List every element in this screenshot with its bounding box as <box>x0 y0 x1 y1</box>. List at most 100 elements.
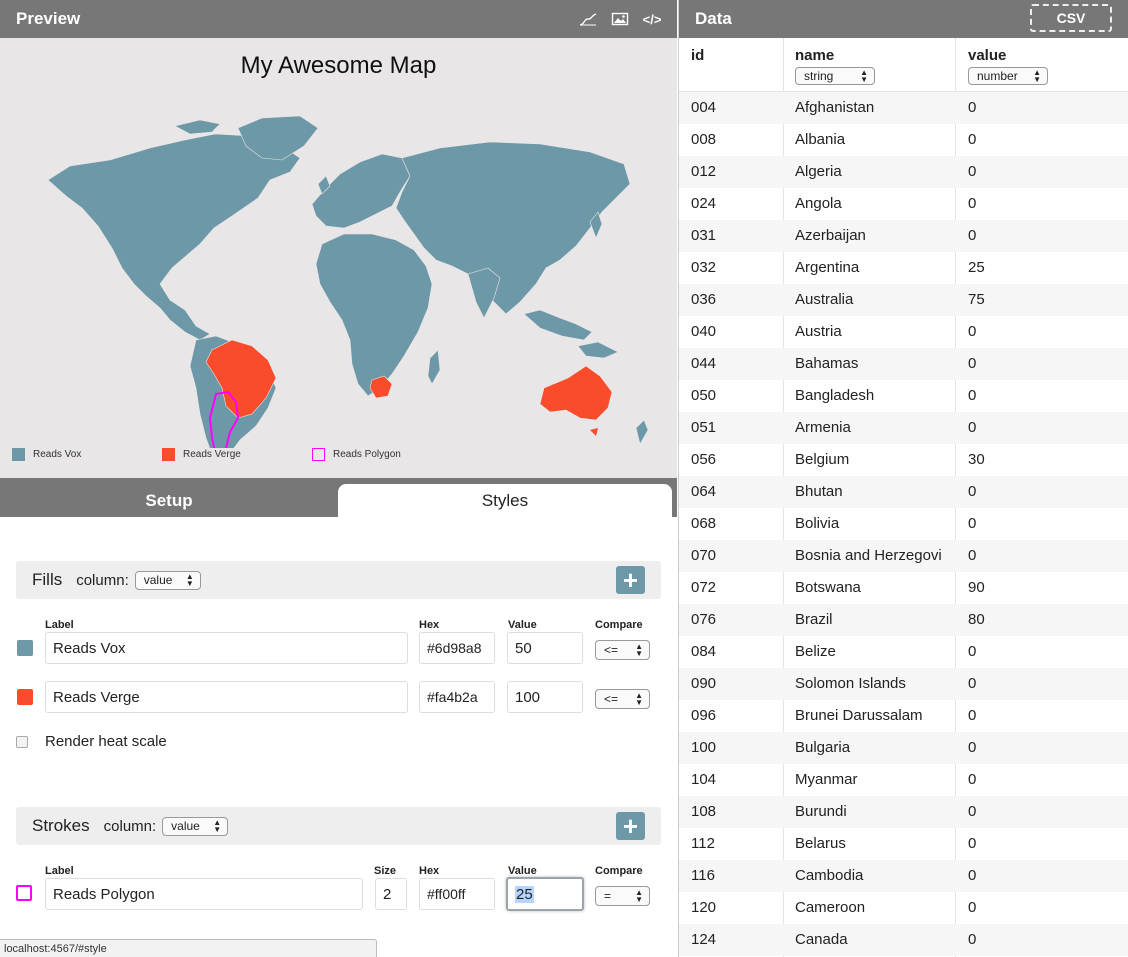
cell-name[interactable]: Bahamas <box>795 355 859 372</box>
csv-button[interactable]: CSV <box>1030 4 1112 32</box>
cell-name[interactable]: Brunei Darussalam <box>795 707 923 724</box>
line-chart-icon[interactable] <box>579 11 597 27</box>
fill-compare-select[interactable]: <= ▲ ▼ <box>595 640 650 660</box>
table-row[interactable]: 070 Bosnia and Herzegovi 0 <box>679 540 1128 572</box>
fill-label-input[interactable]: Reads Vox <box>45 632 408 664</box>
cell-value[interactable]: 30 <box>968 451 985 468</box>
table-row[interactable]: 031 Azerbaijan 0 <box>679 220 1128 252</box>
cell-value[interactable]: 0 <box>968 739 977 756</box>
cell-name[interactable]: Burundi <box>795 803 847 820</box>
cell-id[interactable]: 050 <box>691 387 717 404</box>
cell-id[interactable]: 084 <box>691 643 717 660</box>
tab-setup[interactable]: Setup <box>145 490 193 510</box>
table-row[interactable]: 096 Brunei Darussalam 0 <box>679 700 1128 732</box>
table-row[interactable]: 084 Belize 0 <box>679 636 1128 668</box>
fill-color-swatch[interactable] <box>17 640 33 656</box>
cell-id[interactable]: 024 <box>691 195 717 212</box>
cell-name[interactable]: Cambodia <box>795 867 864 884</box>
cell-name[interactable]: Canada <box>795 931 848 948</box>
cell-value[interactable]: 0 <box>968 419 977 436</box>
cell-name[interactable]: Bangladesh <box>795 387 875 404</box>
cell-id[interactable]: 068 <box>691 515 717 532</box>
cell-value[interactable]: 0 <box>968 643 977 660</box>
strokes-column-select[interactable]: value ▲ ▼ <box>162 816 229 836</box>
cell-name[interactable]: Belize <box>795 643 836 660</box>
cell-id[interactable]: 064 <box>691 483 717 500</box>
table-row[interactable]: 068 Bolivia 0 <box>679 508 1128 540</box>
cell-id[interactable]: 032 <box>691 259 717 276</box>
cell-id[interactable]: 072 <box>691 579 717 596</box>
cell-id[interactable]: 012 <box>691 163 717 180</box>
cell-id[interactable]: 004 <box>691 99 717 116</box>
cell-value[interactable]: 75 <box>968 291 985 308</box>
cell-name[interactable]: Belarus <box>795 835 846 852</box>
stroke-size-input[interactable]: 2 <box>375 878 407 910</box>
fill-hex-input[interactable]: #6d98a8 <box>419 632 495 664</box>
fill-value-input[interactable]: 50 <box>507 632 583 664</box>
cell-id[interactable]: 044 <box>691 355 717 372</box>
table-row[interactable]: 112 Belarus 0 <box>679 828 1128 860</box>
cell-id[interactable]: 036 <box>691 291 717 308</box>
cell-value[interactable]: 0 <box>968 675 977 692</box>
cell-value[interactable]: 80 <box>968 611 985 628</box>
code-icon[interactable]: </> <box>642 11 662 27</box>
heat-scale-checkbox[interactable] <box>16 736 28 748</box>
value-type-select[interactable]: number ▲ ▼ <box>968 67 1048 85</box>
tab-styles[interactable]: Styles <box>338 484 672 517</box>
cell-id[interactable]: 124 <box>691 931 717 948</box>
cell-value[interactable]: 0 <box>968 163 977 180</box>
cell-id[interactable]: 040 <box>691 323 717 340</box>
table-row[interactable]: 108 Burundi 0 <box>679 796 1128 828</box>
cell-value[interactable]: 0 <box>968 99 977 116</box>
table-row[interactable]: 004 Afghanistan 0 <box>679 92 1128 124</box>
cell-id[interactable]: 104 <box>691 771 717 788</box>
table-row[interactable]: 024 Angola 0 <box>679 188 1128 220</box>
cell-value[interactable]: 0 <box>968 195 977 212</box>
fills-column-select[interactable]: value ▲ ▼ <box>134 570 201 590</box>
cell-name[interactable]: Armenia <box>795 419 851 436</box>
fill-color-swatch[interactable] <box>17 689 33 705</box>
cell-value[interactable]: 0 <box>968 771 977 788</box>
cell-id[interactable]: 096 <box>691 707 717 724</box>
cell-name[interactable]: Afghanistan <box>795 99 875 116</box>
cell-name[interactable]: Bolivia <box>795 515 840 532</box>
cell-name[interactable]: Botswana <box>795 579 861 596</box>
cell-value[interactable]: 0 <box>968 803 977 820</box>
table-row[interactable]: 090 Solomon Islands 0 <box>679 668 1128 700</box>
cell-id[interactable]: 056 <box>691 451 717 468</box>
fill-label-input[interactable]: Reads Verge <box>45 681 408 713</box>
cell-id[interactable]: 076 <box>691 611 717 628</box>
cell-name[interactable]: Cameroon <box>795 899 866 916</box>
table-row[interactable]: 120 Cameroon 0 <box>679 892 1128 924</box>
cell-id[interactable]: 090 <box>691 675 717 692</box>
stroke-label-input[interactable]: Reads Polygon <box>45 878 363 910</box>
name-type-select[interactable]: string ▲ ▼ <box>795 67 875 85</box>
cell-name[interactable]: Algeria <box>795 163 842 180</box>
cell-name[interactable]: Brazil <box>795 611 833 628</box>
cell-value[interactable]: 90 <box>968 579 985 596</box>
stroke-value-input[interactable]: 25 <box>506 877 584 911</box>
fill-compare-select[interactable]: <= ▲ ▼ <box>595 689 650 709</box>
stroke-hex-input[interactable]: #ff00ff <box>419 878 495 910</box>
cell-value[interactable]: 0 <box>968 227 977 244</box>
cell-value[interactable]: 0 <box>968 355 977 372</box>
table-row[interactable]: 051 Armenia 0 <box>679 412 1128 444</box>
table-row[interactable]: 100 Bulgaria 0 <box>679 732 1128 764</box>
cell-value[interactable]: 0 <box>968 867 977 884</box>
cell-value[interactable]: 0 <box>968 931 977 948</box>
cell-value[interactable]: 0 <box>968 323 977 340</box>
table-row[interactable]: 124 Canada 0 <box>679 924 1128 956</box>
cell-name[interactable]: Azerbaijan <box>795 227 866 244</box>
table-row[interactable]: 050 Bangladesh 0 <box>679 380 1128 412</box>
cell-id[interactable]: 008 <box>691 131 717 148</box>
cell-name[interactable]: Solomon Islands <box>795 675 906 692</box>
table-row[interactable]: 116 Cambodia 0 <box>679 860 1128 892</box>
cell-name[interactable]: Belgium <box>795 451 850 468</box>
cell-name[interactable]: Bosnia and Herzegovi <box>795 547 942 564</box>
cell-value[interactable]: 0 <box>968 483 977 500</box>
cell-name[interactable]: Bhutan <box>795 483 843 500</box>
cell-value[interactable]: 25 <box>968 259 985 276</box>
cell-id[interactable]: 120 <box>691 899 717 916</box>
table-row[interactable]: 064 Bhutan 0 <box>679 476 1128 508</box>
add-stroke-button[interactable]: + <box>616 812 645 840</box>
